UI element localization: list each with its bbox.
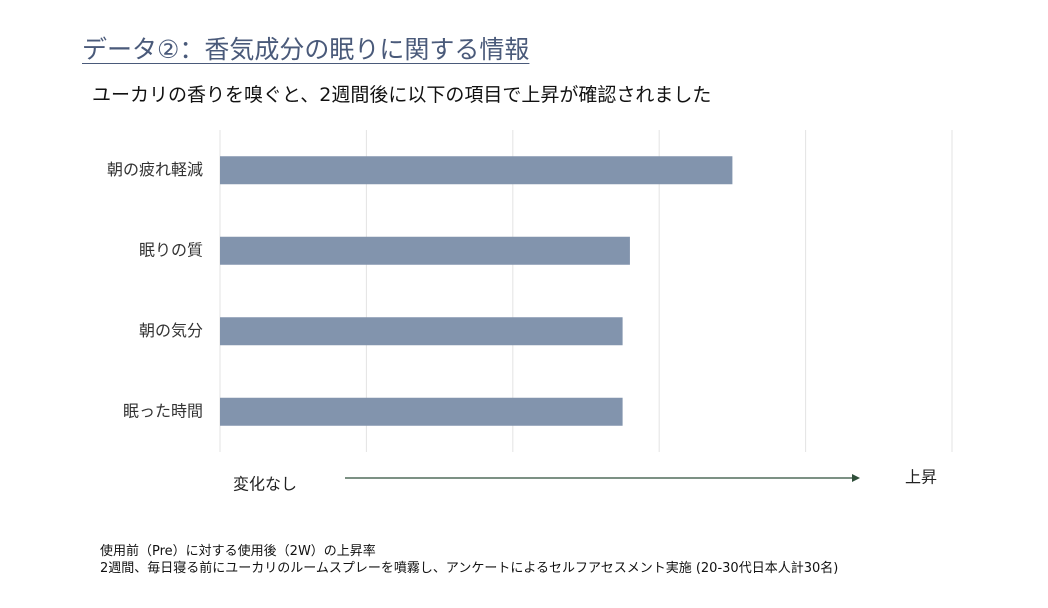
arrow-head-icon: [852, 474, 860, 482]
bar: [220, 236, 630, 265]
category-label: 眠りの質: [139, 240, 203, 259]
bar: [220, 156, 733, 185]
x-axis-arrow: 変化なし 上昇: [233, 468, 937, 494]
slide-subtitle: ユーカリの香りを嗅ぐと、2週間後に以下の項目で上昇が確認されました: [92, 84, 712, 106]
category-label: 眠った時間: [123, 401, 203, 420]
footnote-line-2: 2週間、毎日寝る前にユーカリのルームスプレーを噴霧し、アンケートによるセルフアセ…: [100, 561, 839, 576]
x-axis-left-label: 変化なし: [233, 475, 297, 494]
category-label: 朝の疲れ軽減: [107, 160, 203, 179]
footnote-line-1: 使用前（Pre）に対する使用後（2W）の上昇率: [100, 544, 376, 559]
bar: [220, 397, 623, 426]
bars: [220, 156, 733, 426]
x-axis-right-label: 上昇: [905, 468, 937, 487]
bar: [220, 317, 623, 346]
slide-title: データ②：香気成分の眠りに関する情報: [82, 35, 530, 64]
category-label: 朝の気分: [139, 321, 203, 340]
footnote: 使用前（Pre）に対する使用後（2W）の上昇率 2週間、毎日寝る前にユーカリのル…: [100, 543, 838, 577]
